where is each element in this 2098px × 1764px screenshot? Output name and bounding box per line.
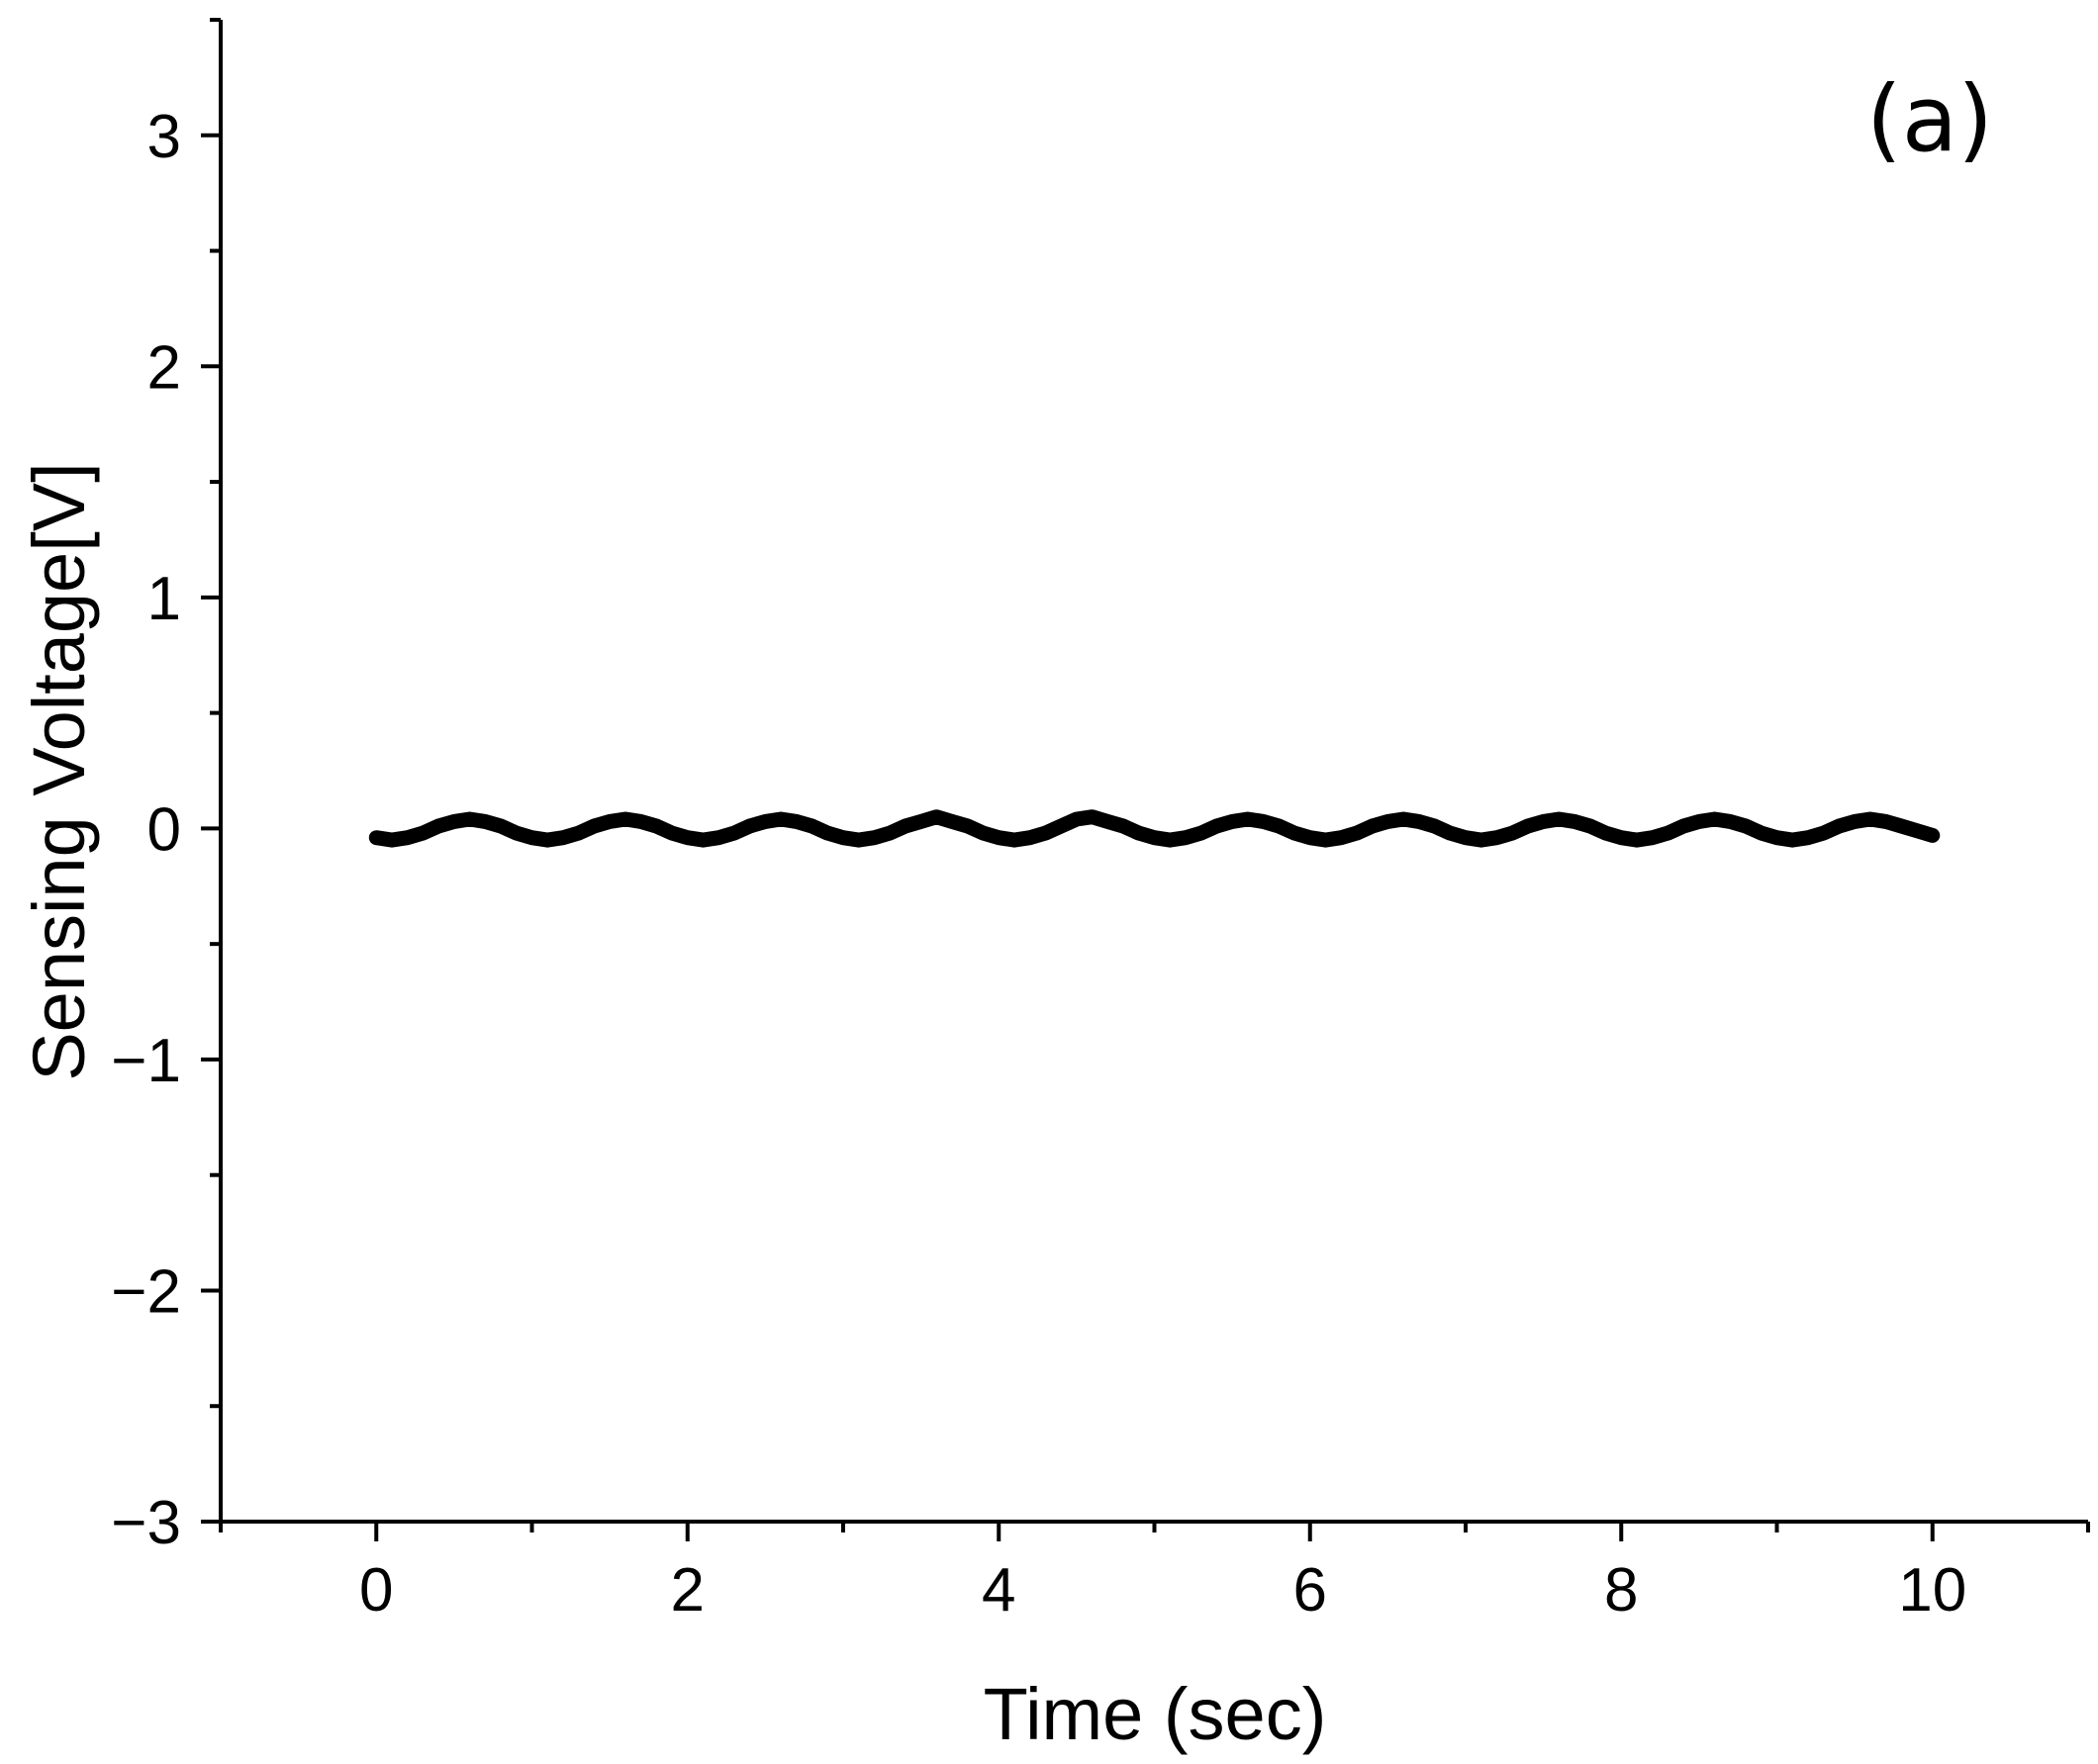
y-tick-label: −3	[111, 1489, 181, 1557]
series-layer	[368, 809, 1941, 848]
x-axis-label: Time (sec)	[984, 1673, 1327, 1755]
y-tick-label: 0	[147, 795, 181, 864]
x-tick-label: 2	[671, 1556, 705, 1625]
ticks	[201, 18, 2090, 1541]
y-tick-label: 2	[147, 333, 181, 402]
y-axis-label: Sensing Voltage[V]	[18, 462, 100, 1080]
y-tick-label: 3	[147, 103, 181, 171]
panel-label: (a)	[1866, 66, 1993, 172]
x-tick-label: 8	[1604, 1556, 1638, 1625]
axes	[219, 20, 2088, 1524]
x-tick-label: 4	[982, 1556, 1015, 1625]
x-tick-label: 10	[1898, 1556, 1966, 1625]
y-tick-label: −2	[111, 1257, 181, 1326]
tick-labels: 0 2 4 6 8 10 −3 −2 −1 0 1 2 3	[111, 103, 1966, 1625]
y-tick-label: −1	[111, 1027, 181, 1095]
y-tick-label: 1	[147, 565, 181, 633]
x-tick-label: 6	[1293, 1556, 1327, 1625]
x-tick-label: 0	[359, 1556, 393, 1625]
series-line-0	[368, 809, 1941, 848]
